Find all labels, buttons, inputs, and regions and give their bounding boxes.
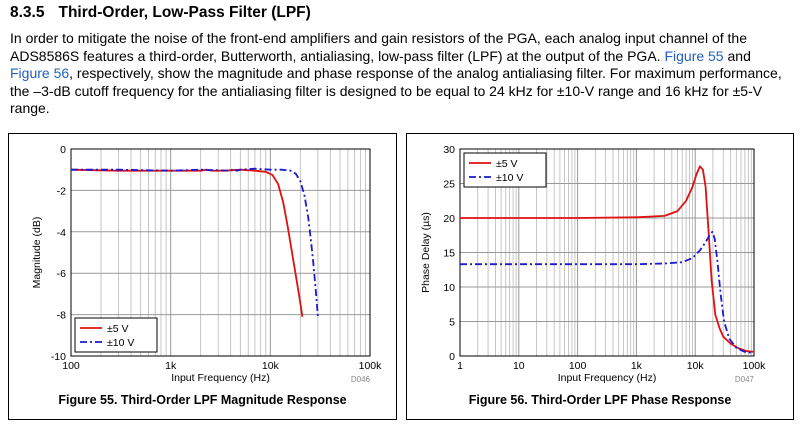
- legend-5v-label: ±5 V: [496, 158, 518, 170]
- paragraph-text: , respectively, show the magnitude and p…: [10, 65, 782, 117]
- x-tick-label: 1k: [631, 360, 643, 372]
- figure-56: 1 10 100 1k 10k 100k 30 25 20 15 10 5 0 Input Frequen…: [406, 133, 794, 420]
- legend-box: [463, 152, 547, 188]
- legend: ±5 V ±10 V: [463, 152, 547, 188]
- plot-border: [459, 148, 755, 357]
- section-heading: 8.3.5 Third-Order, Low-Pass Filter (LPF): [10, 4, 311, 22]
- plot-border: [70, 148, 371, 357]
- figure-56-caption: Figure 56. Third-Order LPF Phase Respons…: [468, 393, 732, 407]
- series-5v-line: [70, 168, 304, 317]
- x-tick-label: 100: [569, 360, 587, 372]
- y-tick-label: 0: [449, 351, 455, 363]
- section-number: 8.3.5: [10, 4, 45, 21]
- x-tick-label: 100k: [743, 360, 767, 372]
- legend: ±5 V ±10 V: [74, 317, 158, 353]
- x-axis-title: Input Frequency (Hz): [171, 372, 270, 384]
- x-tick-label: 1: [457, 360, 463, 372]
- y-tick-label: -8: [57, 310, 66, 322]
- phase-chart: 1 10 100 1k 10k 100k 30 25 20 15 10 5 0 Input Frequen…: [420, 144, 767, 384]
- y-tick-label: 20: [443, 213, 455, 225]
- x-tick-label: 1k: [165, 360, 177, 372]
- y-tick-label: -10: [51, 351, 66, 363]
- series-10v-line: [460, 230, 755, 355]
- y-axis-title: Phase Delay (µs): [420, 212, 432, 293]
- section-title: Third-Order, Low-Pass Filter (LPF): [58, 4, 311, 21]
- legend-5v-label: ±5 V: [107, 323, 129, 335]
- y-tick-label: 30: [443, 144, 455, 156]
- y-tick-label: 5: [449, 317, 455, 329]
- y-tick-label: -4: [57, 227, 66, 239]
- y-tick-label: -2: [57, 185, 66, 197]
- y-tick-label: 25: [443, 179, 455, 191]
- figure-55: 100 1k 10k 100k 0 -2 -4 -6 -8 -10 Input Frequency …: [8, 133, 397, 420]
- series-10v-line: [71, 167, 319, 317]
- y-tick-label: 10: [443, 282, 455, 294]
- legend-10v-label: ±10 V: [107, 337, 134, 349]
- y-axis-title: Magnitude (dB): [31, 217, 43, 289]
- magnitude-chart: 100 1k 10k 100k 0 -2 -4 -6 -8 -10 Input Frequency …: [31, 144, 383, 384]
- figure-code: D046: [351, 375, 371, 384]
- paragraph-text: and: [723, 47, 751, 64]
- x-tick-label: 100: [62, 360, 80, 372]
- body-paragraph: In order to mitigate the noise of the fr…: [10, 30, 794, 118]
- y-tick-label: 0: [60, 144, 66, 156]
- x-tick-label: 10k: [687, 360, 705, 372]
- x-axis-title: Input Frequency (Hz): [558, 372, 657, 384]
- y-tick-label: -6: [57, 268, 66, 280]
- figure-55-link[interactable]: Figure 55: [664, 47, 724, 64]
- x-tick-label: 100k: [359, 360, 383, 372]
- figure-55-caption: Figure 55. Third-Order LPF Magnitude Res…: [58, 393, 347, 407]
- y-tick-label: 15: [443, 248, 455, 260]
- series-5v-line: [460, 165, 755, 353]
- paragraph-text: In order to mitigate the noise of the fr…: [10, 30, 747, 64]
- x-tick-label: 10: [513, 360, 525, 372]
- figure-code: D047: [735, 375, 755, 384]
- grid: [70, 148, 370, 357]
- figure-56-link[interactable]: Figure 56: [10, 65, 70, 82]
- legend-box: [74, 317, 158, 353]
- x-tick-label: 10k: [262, 360, 280, 372]
- legend-10v-label: ±10 V: [496, 172, 523, 184]
